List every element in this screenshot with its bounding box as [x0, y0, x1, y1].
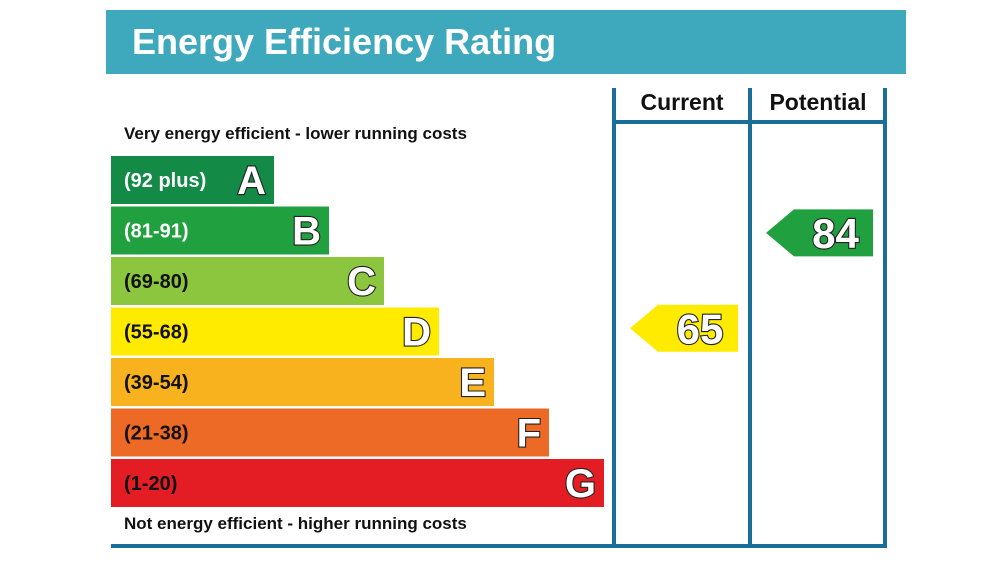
current-rating-value: 65 [677, 305, 724, 352]
potential-rating-arrow: 84 [766, 209, 873, 258]
band-letter-d: D [402, 311, 431, 355]
band-letter-a: A [237, 159, 266, 203]
title-bar [106, 10, 906, 74]
band-e: (39-54) E [111, 358, 494, 406]
band-bar-a [111, 156, 274, 204]
band-b: (81-91) B [111, 206, 329, 255]
band-bar-c [111, 257, 384, 305]
band-letter-c: C [347, 260, 376, 304]
potential-column-header: Potential [769, 89, 866, 115]
band-range-d: (55-68) [124, 322, 188, 344]
band-range-f: (21-38) [124, 423, 188, 445]
band-bar-f [111, 408, 549, 457]
band-range-b: (81-91) [124, 221, 188, 243]
band-c: (69-80) C [111, 257, 384, 305]
chart-title: Energy Efficiency Rating [132, 21, 556, 62]
band-bar-g [111, 459, 604, 507]
band-bar-b [111, 206, 329, 255]
band-f: (21-38) F [111, 408, 549, 457]
band-letter-g: G [565, 462, 596, 506]
bottom-note: Not energy efficient - higher running co… [124, 514, 467, 533]
top-note: Very energy efficient - lower running co… [124, 124, 467, 143]
band-letter-f: F [517, 412, 541, 456]
current-rating-shape [630, 304, 738, 352]
band-range-a: (92 plus) [124, 170, 206, 192]
column-frame [111, 88, 887, 548]
band-d: (55-68) D [111, 307, 439, 356]
band-a: (92 plus) A [111, 156, 274, 204]
band-range-e: (39-54) [124, 372, 188, 394]
band-bar-d [111, 307, 439, 356]
current-column-header: Current [640, 89, 723, 115]
band-g: (1-20) G [111, 459, 604, 507]
band-letter-e: E [459, 361, 486, 405]
potential-rating-shape [766, 209, 873, 257]
band-letter-b: B [292, 210, 321, 254]
potential-rating-value: 84 [812, 210, 859, 257]
band-bar-e [111, 358, 494, 406]
current-rating-arrow: 65 [630, 304, 738, 353]
rating-arrows: 65 84 [630, 209, 873, 353]
rating-bands: (92 plus) A(81-91) B(69-80) C(55-68) D(39-54… [111, 156, 604, 507]
band-range-g: (1-20) [124, 473, 177, 495]
band-range-c: (69-80) [124, 271, 188, 293]
